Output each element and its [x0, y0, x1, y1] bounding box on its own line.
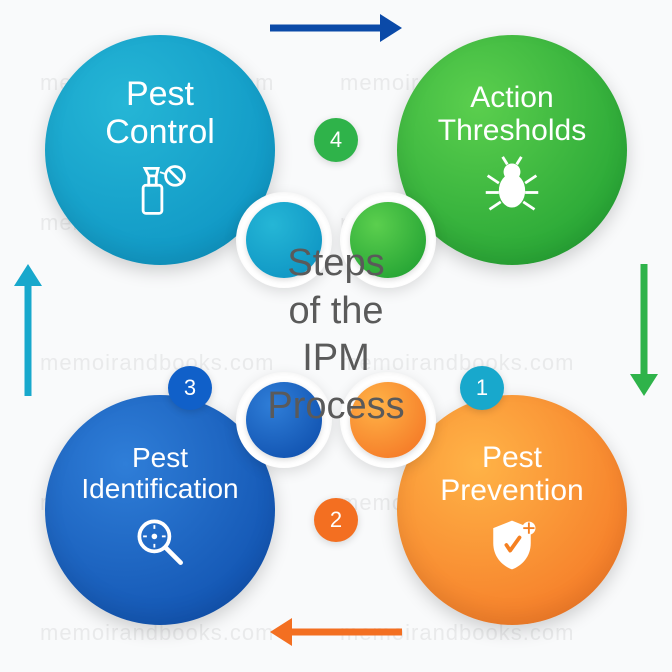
center-title-line: of the — [226, 288, 446, 336]
diagram-stage: memoirandbooks.commemoirandbooks.commemo… — [0, 0, 672, 672]
step-control-label: Pest — [126, 76, 194, 113]
center-title-line: Steps — [226, 240, 446, 288]
step-number-4: 4 — [314, 118, 358, 162]
step-thresholds-label: Action — [470, 81, 553, 114]
spray-icon — [130, 159, 190, 224]
flow-arrow-top — [270, 14, 402, 42]
step-identification-label: Pest — [132, 443, 188, 474]
step-thresholds-label: Thresholds — [438, 114, 586, 147]
step-prevention-label: Prevention — [440, 474, 583, 507]
magnify-icon — [130, 512, 190, 577]
flow-arrow-right — [630, 264, 658, 396]
bug-icon — [482, 155, 542, 220]
step-number-3: 3 — [168, 366, 212, 410]
step-identification-label: Identification — [81, 474, 238, 505]
flow-arrow-left — [14, 264, 42, 396]
center-title-line: Process — [226, 383, 446, 431]
step-number-2: 2 — [314, 498, 358, 542]
step-control-label: Control — [105, 114, 215, 151]
flow-arrow-bottom — [270, 618, 402, 646]
shield-icon — [482, 515, 542, 580]
step-prevention-label: Pest — [482, 441, 542, 474]
center-title-line: IPM — [226, 335, 446, 383]
step-number-1: 1 — [460, 366, 504, 410]
center-title: Stepsof theIPMProcess — [226, 240, 446, 430]
